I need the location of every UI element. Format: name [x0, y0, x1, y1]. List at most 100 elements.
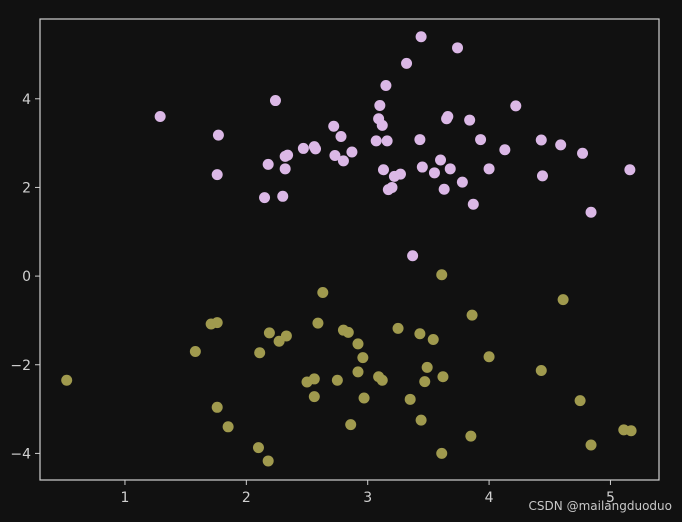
scatter-point-series-2 — [317, 286, 329, 298]
scatter-point-series-1 — [269, 95, 281, 107]
scatter-point-series-2 — [254, 347, 266, 359]
scatter-point-series-2 — [415, 414, 427, 426]
scatter-point-series-1 — [475, 134, 487, 146]
scatter-point-series-1 — [211, 169, 223, 181]
y-tick-label: −2 — [10, 358, 31, 374]
scatter-point-series-1 — [376, 119, 388, 131]
scatter-point-series-1 — [467, 198, 479, 210]
scatter-point-series-2 — [427, 333, 439, 345]
scatter-point-series-2 — [211, 401, 223, 413]
scatter-point-series-1 — [381, 135, 393, 147]
scatter-point-series-1 — [624, 164, 636, 176]
scatter-point-series-1 — [279, 163, 291, 175]
scatter-point-series-1 — [328, 120, 340, 132]
scatter-point-series-1 — [435, 154, 447, 166]
scatter-point-series-1 — [262, 158, 274, 170]
scatter-point-series-1 — [555, 139, 567, 151]
y-axis: −4 −2 0 2 4 — [10, 92, 40, 462]
scatter-point-series-2 — [61, 374, 73, 386]
watermark: CSDN @mailangduoduo — [528, 499, 672, 513]
scatter-point-series-1 — [282, 149, 294, 161]
scatter-point-series-2 — [414, 328, 426, 340]
scatter-point-series-1 — [335, 130, 347, 142]
scatter-point-series-2 — [436, 447, 448, 459]
scatter-point-series-1 — [428, 167, 440, 179]
scatter-point-series-2 — [280, 330, 292, 342]
x-tick-label: 3 — [363, 490, 372, 506]
scatter-point-series-2 — [263, 327, 275, 339]
scatter-point-series-1 — [577, 147, 589, 159]
x-tick-label: 1 — [120, 490, 129, 506]
scatter-point-series-2 — [625, 425, 637, 437]
y-tick-label: 4 — [22, 92, 31, 108]
scatter-point-series-2 — [421, 361, 433, 373]
scatter-point-series-2 — [345, 419, 357, 431]
scatter-point-series-1 — [154, 111, 166, 123]
scatter-point-series-2 — [466, 309, 478, 321]
scatter-point-series-2 — [352, 366, 364, 378]
scatter-point-series-2 — [376, 374, 388, 386]
scatter-point-series-2 — [585, 439, 597, 451]
scatter-point-series-1 — [297, 142, 309, 154]
scatter-point-series-2 — [222, 421, 234, 433]
scatter-point-series-1 — [585, 206, 597, 218]
scatter-point-series-1 — [536, 170, 548, 182]
y-tick-label: −4 — [10, 446, 31, 462]
scatter-point-series-2 — [392, 322, 404, 334]
x-tick-label: 4 — [485, 490, 494, 506]
scatter-point-series-2 — [436, 269, 448, 281]
scatter-point-series-1 — [259, 192, 271, 204]
scatter-point-series-2 — [252, 442, 264, 454]
scatter-point-series-1 — [444, 163, 456, 175]
scatter-point-series-1 — [535, 134, 547, 146]
scatter-point-series-2 — [342, 326, 354, 338]
y-tick-label: 0 — [22, 269, 31, 285]
scatter-point-series-1 — [464, 114, 476, 126]
scatter-point-series-1 — [277, 190, 289, 202]
scatter-point-series-1 — [212, 129, 224, 141]
scatter-point-series-1 — [346, 146, 358, 158]
scatter-point-series-2 — [404, 393, 416, 405]
scatter-point-series-1 — [442, 111, 454, 123]
scatter-point-series-2 — [189, 345, 201, 357]
scatter-point-series-1 — [416, 161, 428, 173]
scatter-point-series-2 — [557, 294, 569, 306]
scatter-point-series-2 — [358, 392, 370, 404]
scatter-point-series-1 — [414, 134, 426, 146]
scatter-point-series-1 — [438, 183, 450, 195]
scatter-point-series-1 — [401, 57, 413, 69]
scatter-point-series-1 — [386, 181, 398, 193]
scatter-point-series-2 — [308, 391, 320, 403]
scatter-point-series-1 — [380, 79, 392, 91]
x-tick-label: 5 — [606, 490, 615, 506]
scatter-point-series-2 — [535, 365, 547, 377]
scatter-point-series-1 — [456, 176, 468, 188]
scatter-point-series-2 — [308, 373, 320, 385]
scatter-point-series-1 — [452, 42, 464, 54]
scatter-point-series-1 — [377, 164, 389, 176]
scatter-point-series-1 — [483, 163, 495, 175]
scatter-point-series-1 — [374, 99, 386, 111]
x-axis: 1 2 3 4 5 — [120, 480, 615, 506]
scatter-point-series-2 — [419, 376, 431, 388]
scatter-point-series-1 — [329, 150, 341, 162]
scatter-point-series-1 — [415, 31, 427, 43]
scatter-point-series-2 — [352, 338, 364, 350]
scatter-point-series-1 — [510, 100, 522, 112]
y-tick-label: 2 — [22, 180, 31, 196]
scatter-point-series-2 — [262, 455, 274, 467]
scatter-point-series-1 — [310, 143, 322, 155]
scatter-point-series-2 — [312, 317, 324, 329]
scatter-point-series-1 — [394, 168, 406, 180]
x-tick-label: 2 — [242, 490, 251, 506]
scatter-point-series-2 — [211, 317, 223, 329]
scatter-point-series-2 — [465, 430, 477, 442]
scatter-point-series-1 — [407, 250, 419, 262]
scatter-point-series-1 — [499, 144, 511, 156]
scatter-point-series-1 — [337, 155, 349, 167]
scatter-point-series-2 — [331, 374, 343, 386]
scatter-point-series-2 — [437, 371, 449, 383]
scatter-point-series-2 — [574, 395, 586, 407]
data-points — [61, 31, 637, 467]
